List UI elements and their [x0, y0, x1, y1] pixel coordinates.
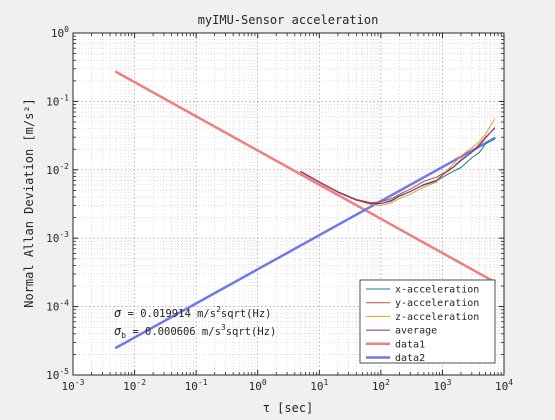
y-axis-label: Normal Allan Deviation [m/s²]: [22, 98, 36, 308]
x-tick-label: 102: [372, 378, 390, 393]
axis-ticks: [72, 32, 505, 376]
y-tick-label: 10-4: [46, 299, 69, 314]
legend-entry: z-acceleration: [395, 312, 479, 323]
legend-entry: y-acceleration: [395, 298, 479, 309]
y-tick-label: 10-1: [46, 93, 69, 108]
x-tick-label: 104: [495, 378, 513, 393]
legend: x-acceleration y-acceleration z-accelerati…: [359, 279, 496, 364]
series-layer: [114, 70, 496, 350]
x-tick-label: 10-3: [62, 378, 85, 393]
chart-title: myIMU-Sensor acceleration: [198, 13, 379, 27]
y-tick-label: 100: [51, 25, 69, 40]
legend-entry: average: [395, 326, 437, 337]
legend-entry: x-acceleration: [395, 285, 479, 296]
y-tick-label: 10-3: [46, 230, 69, 245]
legend-entry: data1: [395, 339, 425, 350]
legend-box: [359, 279, 496, 364]
x-tick-label: 10-1: [185, 378, 208, 393]
x-tick-label: 103: [433, 378, 451, 393]
noise-annotations: σ = 0.019914 m/s2sqrt(Hz) σb = 0.000606 m…: [114, 305, 276, 340]
x-tick-label: 100: [249, 378, 267, 393]
annotation-1: σ = 0.019914 m/s2sqrt(Hz): [114, 305, 271, 320]
x-axis-label: τ [sec]: [263, 401, 314, 415]
series-line-data1: [114, 70, 496, 284]
axes-frame: [72, 32, 505, 376]
series-line-average: [300, 127, 495, 205]
y-tick-label: 10-2: [46, 162, 69, 177]
y-tick-label: 10-5: [46, 367, 69, 382]
series-line-data2: [114, 136, 496, 350]
legend-entry: data2: [395, 353, 425, 364]
x-tick-label: 10-2: [123, 378, 146, 393]
annotation-2: σb = 0.000606 m/s3sqrt(Hz): [114, 323, 276, 340]
y-tick-labels: 10-5 10-4 10-3 10-2 10-1 100: [46, 25, 69, 382]
x-tick-label: 101: [310, 378, 328, 393]
x-tick-labels: 10-3 10-2 10-1 100 101 102 103 104: [62, 378, 514, 393]
